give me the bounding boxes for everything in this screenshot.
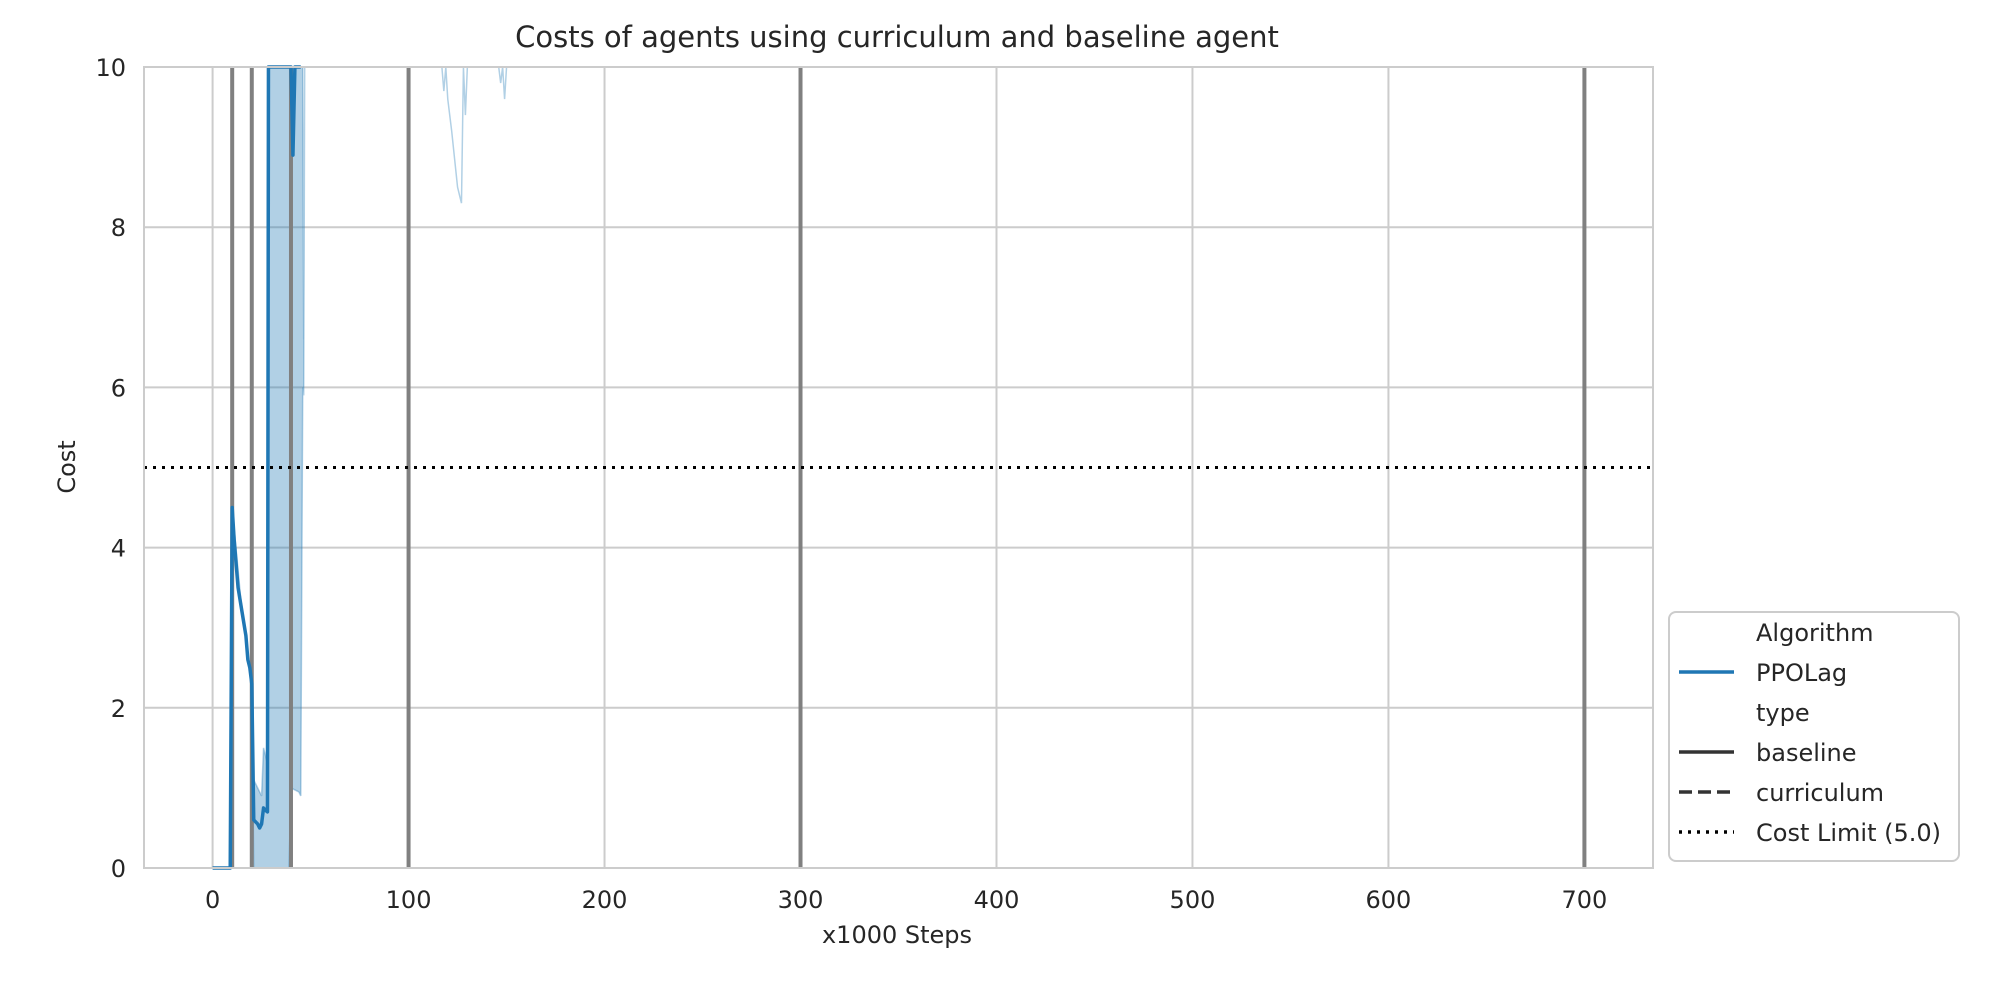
x-tick-label: 700 [1562,886,1608,914]
vertical-marker-layer [230,67,1587,868]
x-tick-label: 400 [974,886,1020,914]
axes-frame [143,66,1654,869]
chart-title: Costs of agents using curriculum and bas… [515,20,1279,54]
y-tick-label: 4 [111,535,126,563]
y-tick-label: 2 [111,695,126,723]
legend-label: Cost Limit (5.0) [1756,819,1941,847]
legend-label: baseline [1756,739,1857,767]
legend-heading: Algorithm [1756,619,1874,647]
confidence-band-layer [212,66,508,869]
x-axis-label: x1000 Steps [822,921,972,949]
y-tick-label: 6 [111,374,126,402]
x-tick-label: 200 [582,886,628,914]
x-tick-label: 300 [778,886,824,914]
x-tick-label: 600 [1366,886,1412,914]
y-tick-label: 0 [111,855,126,883]
legend-label: PPOLag [1756,659,1847,687]
legend-frame [1668,611,1960,862]
y-tick-label: 10 [95,54,126,82]
legend-heading: type [1756,699,1810,727]
x-tick-label: 0 [205,886,220,914]
legend-label: curriculum [1756,779,1884,807]
y-tick-label: 8 [111,214,126,242]
axes-frame-layer [143,66,1654,869]
x-tick-label: 500 [1170,886,1216,914]
legend: Algorithm PPOLag type baseline curriculum Cos… [1668,611,1960,862]
y-axis-label: Cost [53,440,81,493]
x-tick-label: 100 [386,886,432,914]
confidence-band [212,66,508,869]
tick-label-layer: 0 100 200 300 400 500 600 700 0 2 4 6 8 10 [95,54,1607,914]
